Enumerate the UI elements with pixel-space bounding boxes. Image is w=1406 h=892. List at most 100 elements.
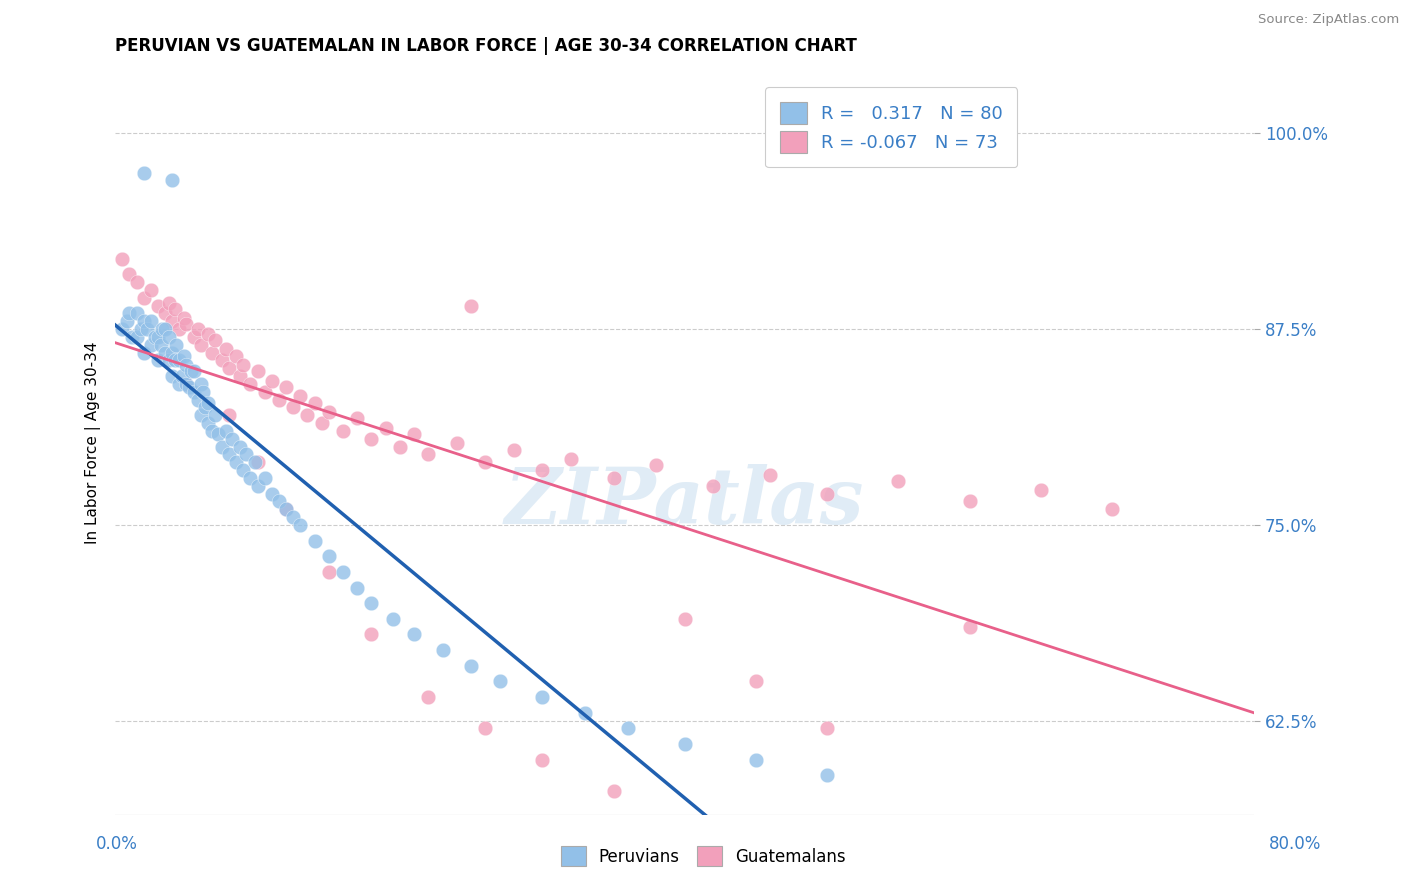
Point: [260, 374, 283, 388]
Point: [502, 442, 524, 457]
Point: [167, 322, 190, 336]
Point: [135, 322, 157, 336]
Point: [815, 768, 838, 782]
Point: [274, 380, 297, 394]
Point: [146, 330, 169, 344]
Point: [253, 384, 276, 399]
Point: [225, 349, 247, 363]
Point: [160, 369, 183, 384]
Point: [179, 380, 201, 394]
Point: [197, 416, 219, 430]
Point: [253, 471, 276, 485]
Point: [146, 353, 169, 368]
Point: [197, 326, 219, 341]
Point: [115, 314, 138, 328]
Point: [143, 330, 166, 344]
Point: [176, 318, 198, 332]
Point: [167, 353, 190, 368]
Point: [190, 409, 212, 423]
Text: 0.0%: 0.0%: [96, 835, 138, 853]
Point: [602, 471, 624, 485]
Point: [153, 322, 176, 336]
Point: [197, 395, 219, 409]
Legend: Peruvians, Guatemalans: Peruvians, Guatemalans: [554, 839, 852, 873]
Point: [201, 424, 224, 438]
Point: [290, 389, 312, 403]
Point: [418, 447, 440, 461]
Point: [218, 409, 240, 423]
Point: [229, 369, 252, 384]
Point: [190, 338, 212, 352]
Point: [574, 706, 596, 720]
Point: [745, 674, 768, 689]
Point: [374, 421, 396, 435]
Point: [645, 458, 668, 473]
Point: [290, 517, 312, 532]
Point: [193, 384, 215, 399]
Point: [418, 690, 440, 705]
Point: [246, 364, 269, 378]
Point: [211, 353, 233, 368]
Point: [125, 306, 148, 320]
Text: 80.0%: 80.0%: [1270, 835, 1322, 853]
Point: [211, 440, 233, 454]
Point: [887, 474, 910, 488]
Point: [283, 401, 305, 415]
Point: [346, 581, 368, 595]
Point: [360, 627, 382, 641]
Point: [1029, 483, 1052, 498]
Point: [759, 467, 782, 482]
Point: [132, 165, 155, 179]
Point: [235, 447, 257, 461]
Point: [176, 358, 198, 372]
Point: [531, 753, 554, 767]
Point: [404, 627, 426, 641]
Point: [243, 455, 266, 469]
Point: [207, 427, 229, 442]
Point: [531, 463, 554, 477]
Point: [132, 345, 155, 359]
Point: [221, 432, 243, 446]
Y-axis label: In Labor Force | Age 30-34: In Labor Force | Age 30-34: [86, 342, 101, 544]
Point: [404, 427, 426, 442]
Point: [239, 471, 262, 485]
Point: [125, 275, 148, 289]
Point: [274, 502, 297, 516]
Text: Source: ZipAtlas.com: Source: ZipAtlas.com: [1258, 13, 1399, 27]
Point: [176, 376, 198, 391]
Point: [959, 494, 981, 508]
Point: [602, 784, 624, 798]
Point: [139, 314, 162, 328]
Point: [332, 565, 354, 579]
Point: [318, 549, 340, 564]
Point: [183, 330, 205, 344]
Point: [125, 330, 148, 344]
Point: [304, 395, 326, 409]
Point: [160, 345, 183, 359]
Point: [215, 424, 238, 438]
Point: [187, 322, 209, 336]
Point: [232, 463, 254, 477]
Point: [111, 252, 134, 266]
Point: [560, 452, 582, 467]
Point: [246, 455, 269, 469]
Point: [157, 330, 180, 344]
Point: [267, 494, 290, 508]
Point: [388, 440, 411, 454]
Point: [274, 502, 297, 516]
Point: [297, 409, 319, 423]
Point: [673, 737, 696, 751]
Point: [132, 291, 155, 305]
Point: [474, 722, 496, 736]
Point: [432, 643, 454, 657]
Point: [283, 510, 305, 524]
Point: [959, 620, 981, 634]
Point: [139, 283, 162, 297]
Point: [157, 295, 180, 310]
Point: [531, 690, 554, 705]
Point: [173, 349, 195, 363]
Point: [129, 322, 152, 336]
Point: [229, 440, 252, 454]
Point: [267, 392, 290, 407]
Point: [183, 364, 205, 378]
